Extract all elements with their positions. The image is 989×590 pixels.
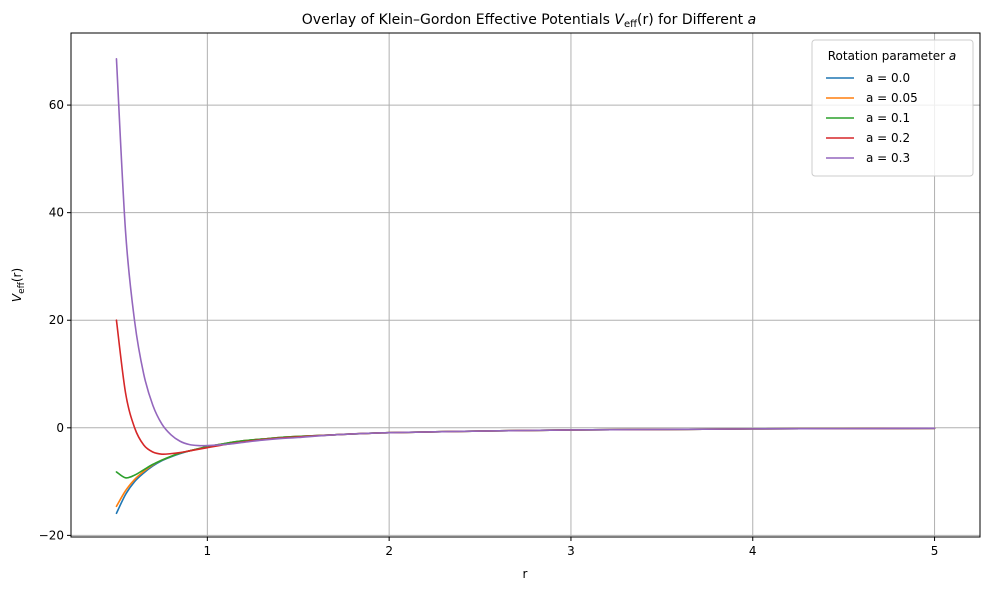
legend: Rotation parameter a a = 0.0a = 0.05a = …	[811, 39, 974, 177]
legend-label: a = 0.05	[866, 91, 918, 105]
x-tick-label: 2	[385, 544, 393, 558]
legend-label: a = 0.1	[866, 111, 910, 125]
x-tick-label: 1	[204, 544, 212, 558]
x-tick-label: 4	[749, 544, 757, 558]
legend-box	[811, 39, 974, 177]
y-axis-label: Veff(r)	[10, 268, 27, 302]
axes-frame	[70, 32, 981, 538]
legend-title: Rotation parameter a	[828, 49, 957, 63]
ticks: 1 2 3 4 5 −20 0 20 40 60	[39, 98, 939, 558]
y-tick-label: 40	[49, 206, 64, 220]
legend-label: a = 0.2	[866, 131, 910, 145]
x-tick-label: 3	[567, 544, 575, 558]
legend-label: a = 0.3	[866, 151, 910, 165]
legend-items: a = 0.0 a = 0.05 a = 0.1 a = 0.2 a = 0.3	[826, 71, 918, 165]
y-tick-label: 0	[56, 421, 64, 435]
x-axis-label: r	[523, 567, 528, 581]
y-tick-label: 20	[49, 313, 64, 327]
series-line-4	[115, 58, 936, 447]
legend-label: a = 0.0	[866, 71, 910, 85]
y-tick-label: 60	[49, 98, 64, 112]
x-tick-label: 5	[931, 544, 939, 558]
y-tick-label: −20	[39, 528, 64, 542]
plot-lines	[115, 58, 936, 515]
chart-title: Overlay of Klein–Gordon Effective Potent…	[302, 12, 756, 30]
